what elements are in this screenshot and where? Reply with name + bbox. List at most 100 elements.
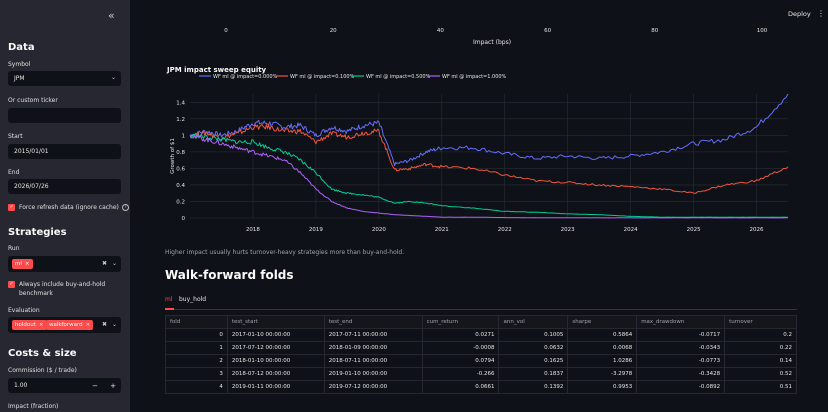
col-test-end[interactable]: test_end bbox=[323, 315, 423, 329]
table-cell: 0.2 bbox=[724, 328, 797, 342]
series-line bbox=[190, 133, 788, 218]
start-date-input[interactable]: 2015/01/01 bbox=[8, 144, 121, 159]
clear-icon[interactable]: ✖ bbox=[101, 260, 107, 267]
col-turnover[interactable]: turnover bbox=[724, 315, 797, 329]
strategy-tabs: ml buy_hold bbox=[165, 296, 797, 310]
tab-ml[interactable]: ml bbox=[165, 296, 173, 303]
table-cell: 0.14 bbox=[724, 354, 797, 368]
table-cell: -3.2978 bbox=[567, 367, 638, 381]
chart-title: JPM impact sweep equity bbox=[166, 66, 267, 74]
table-row[interactable]: 2 2018-01-10 00:00:00 2018-07-11 00:00:00 0… bbox=[165, 354, 797, 368]
custom-ticker-input[interactable] bbox=[8, 108, 121, 123]
x-tick-label: 2018 bbox=[246, 227, 260, 233]
eval-tag-label: holdout bbox=[15, 322, 36, 328]
table-cell: 0.52 bbox=[724, 367, 797, 381]
chevron-down-icon[interactable]: ⌄ bbox=[111, 321, 117, 328]
custom-ticker-label: Or custom ticker bbox=[8, 97, 58, 104]
minus-icon[interactable]: − bbox=[92, 382, 98, 390]
symbol-label: Symbol bbox=[8, 61, 31, 68]
always-include-label-2: benchmark bbox=[19, 290, 53, 297]
force-refresh-checkbox[interactable]: ✓ bbox=[8, 204, 15, 211]
col-max-drawdown[interactable]: max_drawdown bbox=[636, 315, 726, 329]
symbol-select[interactable]: JPM ⌄ bbox=[8, 71, 121, 86]
table-cell: -0.266 bbox=[421, 367, 500, 381]
x-axis-ticks: 2018 2019 2020 2021 2022 2023 2024 2025 2026 bbox=[246, 227, 764, 233]
table-cell: 0.0632 bbox=[498, 341, 569, 355]
plus-icon[interactable]: + bbox=[110, 382, 116, 390]
close-icon[interactable]: × bbox=[24, 261, 30, 267]
series-line bbox=[189, 134, 788, 219]
data-heading: Data bbox=[8, 42, 35, 53]
table-cell: 2018-01-10 00:00:00 bbox=[226, 354, 325, 368]
start-date-value: 2015/01/01 bbox=[14, 148, 49, 155]
run-tag-label: ml bbox=[15, 261, 22, 267]
commission-value: 1.00 bbox=[14, 382, 28, 389]
table-cell: 2017-01-10 00:00:00 bbox=[226, 328, 325, 342]
y-tick-label: 1.2 bbox=[176, 117, 185, 123]
top-axis-tick-label: 60 bbox=[544, 28, 551, 34]
chart-legend[interactable]: WF ml @ impact=0.000% WF ml @ impact=0.10… bbox=[199, 74, 507, 80]
y-axis-label: Growth of $1 bbox=[170, 138, 176, 174]
table-row[interactable]: 0 2017-01-10 00:00:00 2017-07-11 00:00:00 0… bbox=[165, 328, 797, 342]
table-cell: 2019-07-12 00:00:00 bbox=[323, 380, 423, 394]
top-axis-label: Impact (bps) bbox=[473, 39, 511, 46]
double-chevron-left-icon[interactable]: « bbox=[108, 9, 115, 22]
x-tick-label: 2022 bbox=[498, 227, 512, 233]
table-cell: 1 bbox=[165, 341, 228, 355]
col-test-start[interactable]: test_start bbox=[226, 315, 325, 329]
more-menu-icon[interactable]: ⋮ bbox=[817, 9, 825, 18]
y-tick-label: 0.4 bbox=[176, 183, 185, 189]
strategies-heading: Strategies bbox=[8, 227, 67, 238]
main-content: Deploy ⋮ Impact (bps) 0 20 40 60 80 100 JPM i… bbox=[130, 0, 828, 412]
table-row[interactable]: 3 2018-07-12 00:00:00 2019-01-10 00:00:00-… bbox=[165, 367, 797, 381]
col-sharpe[interactable]: sharpe bbox=[567, 315, 638, 329]
table-cell: 0.0068 bbox=[567, 341, 638, 355]
table-cell: 0.0794 bbox=[421, 354, 500, 368]
run-tag-ml[interactable]: ml × bbox=[12, 259, 33, 269]
end-label: End bbox=[8, 169, 20, 176]
legend-label[interactable]: WF ml @ impact=0.500% bbox=[366, 74, 431, 80]
table-cell: 0 bbox=[165, 328, 228, 342]
table-cell: 0.9953 bbox=[567, 380, 638, 394]
legend-label[interactable]: WF ml @ impact=0.100% bbox=[290, 74, 355, 80]
run-label: Run bbox=[8, 245, 20, 252]
deploy-button[interactable]: Deploy bbox=[788, 10, 811, 18]
col-ann-vol[interactable]: ann_vol bbox=[498, 315, 569, 329]
table-cell: 2017-07-11 00:00:00 bbox=[323, 328, 423, 342]
folds-table[interactable]: fold test_start test_end cum_return ann_… bbox=[165, 315, 797, 394]
col-fold[interactable]: fold bbox=[165, 315, 228, 329]
table-cell: -0.0008 bbox=[421, 341, 500, 355]
sidebar: « Data Symbol JPM ⌄ Or custom ticker Sta… bbox=[0, 0, 130, 412]
table-cell: 3 bbox=[165, 367, 228, 381]
help-icon[interactable]: ? bbox=[121, 204, 129, 211]
chart-series bbox=[189, 93, 789, 219]
table-row[interactable]: 1 2017-07-12 00:00:00 2018-01-09 00:00:00-… bbox=[165, 341, 797, 355]
commission-input[interactable]: 1.00 − + bbox=[8, 378, 121, 393]
evaluation-multiselect[interactable]: holdout × walkforward × ✖ ⌄ bbox=[8, 317, 121, 333]
table-header-row: fold test_start test_end cum_return ann_… bbox=[165, 315, 797, 329]
chart-grid bbox=[190, 94, 788, 219]
clear-icon[interactable]: ✖ bbox=[101, 321, 107, 328]
chart-caption: Higher impact usually hurts turnover-hea… bbox=[165, 249, 405, 256]
eval-tag-holdout[interactable]: holdout × bbox=[12, 320, 47, 330]
table-cell: 2018-01-09 00:00:00 bbox=[323, 341, 423, 355]
run-multiselect[interactable]: ml × ✖ ⌄ bbox=[8, 256, 121, 272]
chevron-down-icon[interactable]: ⌄ bbox=[111, 260, 117, 267]
table-cell: -0.3428 bbox=[636, 367, 726, 381]
y-tick-label: 0 bbox=[182, 216, 186, 222]
active-tab-indicator bbox=[165, 308, 174, 310]
tab-buy-hold[interactable]: buy_hold bbox=[179, 296, 207, 303]
legend-label[interactable]: WF ml @ impact=0.000% bbox=[213, 74, 278, 80]
table-cell: 0.0271 bbox=[421, 328, 500, 342]
table-cell: 0.1837 bbox=[498, 367, 569, 381]
costs-heading: Costs & size bbox=[8, 348, 77, 359]
col-cum-return[interactable]: cum_return bbox=[421, 315, 500, 329]
legend-label[interactable]: WF ml @ impact=1.000% bbox=[442, 74, 507, 80]
end-date-input[interactable]: 2026/07/26 bbox=[8, 179, 121, 194]
eval-tag-walkforward[interactable]: walkforward × bbox=[46, 320, 94, 330]
table-row[interactable]: 4 2019-01-11 00:00:00 2019-07-12 00:00:00 0… bbox=[165, 380, 797, 394]
close-icon[interactable]: × bbox=[38, 322, 44, 328]
always-include-checkbox[interactable]: ✓ bbox=[8, 281, 15, 288]
top-axis-tick-label: 0 bbox=[224, 28, 228, 34]
close-icon[interactable]: × bbox=[85, 322, 91, 328]
